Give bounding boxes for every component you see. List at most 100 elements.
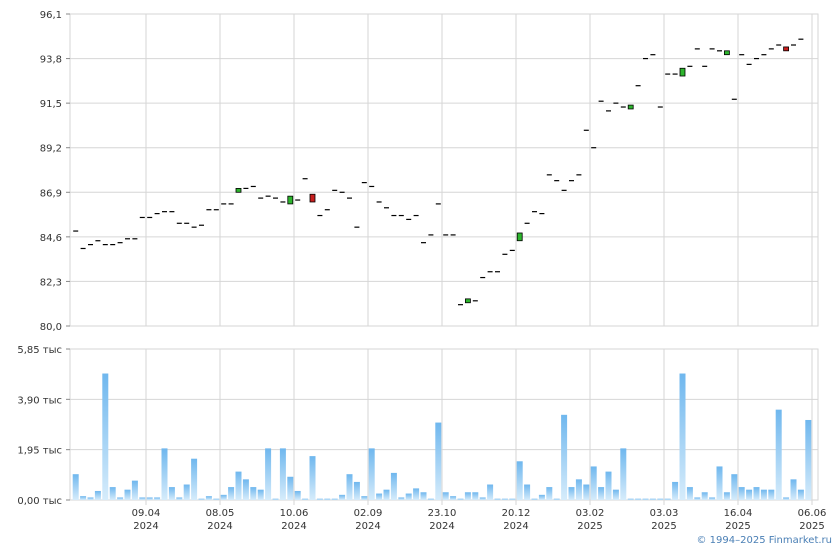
price-tick-label: 84,6 bbox=[40, 233, 62, 244]
volume-bar bbox=[457, 498, 464, 500]
volume-bar bbox=[176, 497, 183, 500]
volume-bar bbox=[413, 488, 420, 500]
volume-bar bbox=[191, 458, 198, 500]
volume-bar bbox=[738, 487, 745, 500]
volume-bar bbox=[257, 489, 264, 500]
volume-bar bbox=[709, 497, 716, 500]
price-panel-frame bbox=[69, 13, 819, 327]
volume-bar bbox=[353, 481, 360, 500]
volume-bar bbox=[531, 498, 538, 500]
x-tick-year: 2024 bbox=[429, 521, 454, 532]
volume-bar bbox=[154, 497, 161, 500]
up-candle bbox=[287, 195, 294, 205]
x-tick-date: 09.04 bbox=[132, 508, 161, 519]
x-tick-year: 2025 bbox=[799, 521, 824, 532]
x-tick-date: 16.04 bbox=[724, 508, 753, 519]
volume-bar bbox=[731, 474, 738, 500]
volume-bar bbox=[376, 493, 383, 500]
volume-bar bbox=[472, 492, 479, 500]
volume-bar bbox=[598, 487, 605, 500]
volume-tick-label: 1,95 тыс bbox=[17, 446, 62, 457]
volume-bar bbox=[331, 498, 338, 500]
up-candle bbox=[679, 67, 686, 77]
volume-bar bbox=[612, 489, 619, 500]
down-candle bbox=[783, 46, 789, 52]
volume-bar bbox=[605, 471, 612, 500]
up-candle bbox=[235, 188, 242, 193]
volume-bar bbox=[620, 448, 627, 500]
volume-bar bbox=[479, 497, 486, 500]
x-tick-date: 02.09 bbox=[354, 508, 383, 519]
volume-bar bbox=[316, 498, 323, 500]
down-candle bbox=[309, 193, 316, 203]
volume-bar bbox=[664, 498, 671, 500]
volume-bar bbox=[516, 461, 523, 500]
volume-bar bbox=[80, 496, 87, 500]
x-tick-date: 03.03 bbox=[650, 508, 679, 519]
volume-bar bbox=[398, 497, 405, 500]
volume-bar bbox=[368, 448, 375, 500]
volume-bar bbox=[72, 474, 79, 500]
up-candle bbox=[516, 232, 523, 242]
volume-bar bbox=[109, 487, 116, 500]
volume-bar bbox=[649, 498, 656, 500]
volume-bar bbox=[420, 492, 427, 500]
volume-bar bbox=[561, 414, 568, 500]
volume-bar bbox=[790, 479, 797, 500]
price-tick-label: 91,5 bbox=[40, 99, 62, 110]
volume-bar bbox=[183, 484, 190, 500]
volume-bar bbox=[87, 497, 94, 500]
volume-bar bbox=[102, 373, 109, 500]
volume-bar bbox=[309, 456, 316, 500]
volume-bar bbox=[228, 487, 235, 500]
volume-bar bbox=[383, 489, 390, 500]
volume-panel-frame bbox=[69, 348, 819, 501]
x-tick-year: 2025 bbox=[725, 521, 750, 532]
volume-y-axis: 5,85 тыс 3,90 тыс 1,95 тыс 0,00 тыс bbox=[17, 345, 70, 507]
volume-bar bbox=[124, 489, 131, 500]
x-tick-date: 10.06 bbox=[280, 508, 309, 519]
volume-bar bbox=[524, 484, 531, 500]
volume-bar bbox=[287, 476, 294, 500]
volume-bar bbox=[775, 409, 782, 500]
price-y-axis: 96,1 93,8 91,5 89,2 86,9 84,6 82,3 80,0 bbox=[40, 10, 70, 333]
date-x-axis: 09.04 2024 08.05 2024 10.06 2024 02.09 2024 23.1… bbox=[132, 508, 827, 532]
volume-bar bbox=[627, 498, 634, 500]
x-tick-date: 06.06 bbox=[798, 508, 827, 519]
x-tick-date: 20.12 bbox=[502, 508, 531, 519]
volume-bar bbox=[568, 487, 575, 500]
volume-bar bbox=[590, 466, 597, 500]
volume-bar bbox=[279, 448, 286, 500]
volume-bar bbox=[427, 498, 434, 500]
volume-bar bbox=[265, 448, 272, 500]
volume-grid bbox=[69, 348, 819, 505]
volume-bar bbox=[501, 498, 508, 500]
volume-bar bbox=[213, 498, 220, 500]
volume-bar bbox=[805, 419, 812, 500]
volume-bar bbox=[117, 497, 124, 500]
x-tick-year: 2025 bbox=[577, 521, 602, 532]
volume-bar bbox=[450, 496, 457, 500]
volume-bar bbox=[583, 484, 590, 500]
volume-bar bbox=[716, 466, 723, 500]
volume-bar bbox=[435, 422, 442, 500]
volume-bar bbox=[405, 493, 412, 500]
volume-bar bbox=[442, 492, 449, 500]
volume-bar bbox=[575, 479, 582, 500]
price-tick-label: 82,3 bbox=[40, 277, 62, 288]
volume-bar bbox=[672, 481, 679, 500]
volume-bar bbox=[760, 489, 767, 500]
price-tick-label: 93,8 bbox=[40, 55, 62, 66]
volume-bar bbox=[198, 498, 205, 500]
x-tick-year: 2024 bbox=[133, 521, 158, 532]
volume-bar bbox=[494, 498, 501, 500]
price-series bbox=[73, 38, 804, 306]
volume-series bbox=[72, 373, 812, 500]
up-candle bbox=[627, 104, 634, 110]
volume-tick-label: 3,90 тыс bbox=[17, 395, 62, 406]
copyright-text: © 1994–2025 Finmarket.ru bbox=[696, 535, 832, 546]
volume-bar bbox=[746, 489, 753, 500]
volume-bar bbox=[302, 498, 309, 500]
volume-bar bbox=[161, 448, 168, 500]
